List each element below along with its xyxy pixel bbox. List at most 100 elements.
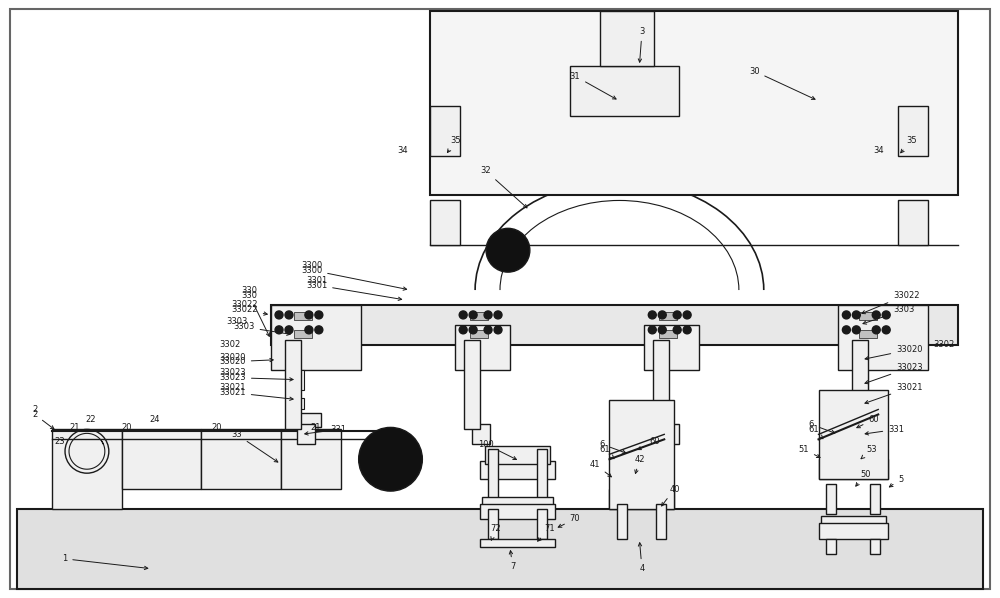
- Bar: [297, 398, 304, 410]
- Bar: [201, 429, 281, 489]
- Circle shape: [484, 326, 492, 334]
- Bar: [819, 523, 888, 539]
- Circle shape: [648, 326, 656, 334]
- Bar: [861, 425, 879, 444]
- Text: 34: 34: [397, 146, 408, 155]
- Text: 30: 30: [749, 66, 815, 99]
- Circle shape: [469, 311, 477, 319]
- Circle shape: [882, 311, 890, 319]
- Bar: [609, 399, 674, 509]
- Bar: [838, 305, 928, 370]
- Bar: [653, 340, 669, 429]
- Text: 330: 330: [241, 291, 269, 336]
- Text: 35: 35: [447, 136, 461, 152]
- Bar: [485, 446, 550, 464]
- Circle shape: [484, 311, 492, 319]
- Text: 53: 53: [861, 445, 877, 459]
- Text: 33021: 33021: [219, 383, 246, 392]
- Bar: [656, 504, 666, 539]
- Text: 3303: 3303: [226, 318, 248, 327]
- Bar: [455, 325, 510, 370]
- Bar: [661, 370, 668, 389]
- Circle shape: [872, 311, 880, 319]
- Circle shape: [673, 311, 681, 319]
- Bar: [430, 200, 460, 245]
- Circle shape: [305, 311, 313, 319]
- Bar: [644, 325, 699, 370]
- Circle shape: [315, 311, 323, 319]
- Circle shape: [882, 326, 890, 334]
- Text: 60: 60: [857, 415, 879, 428]
- Bar: [480, 504, 555, 519]
- Bar: [861, 370, 868, 389]
- Circle shape: [852, 326, 860, 334]
- Text: 331: 331: [305, 425, 347, 435]
- Circle shape: [494, 326, 502, 334]
- Text: 31: 31: [570, 72, 616, 99]
- Text: 2: 2: [32, 405, 37, 414]
- Text: 33022: 33022: [231, 306, 267, 315]
- Text: 72: 72: [490, 524, 501, 540]
- Bar: [821, 516, 886, 526]
- Circle shape: [459, 311, 467, 319]
- Bar: [472, 370, 479, 389]
- Bar: [480, 461, 555, 479]
- Bar: [470, 312, 488, 320]
- Circle shape: [673, 326, 681, 334]
- Bar: [859, 330, 877, 338]
- Circle shape: [494, 311, 502, 319]
- Text: 3302: 3302: [933, 340, 954, 349]
- Bar: [870, 484, 880, 514]
- Circle shape: [459, 326, 467, 334]
- Bar: [570, 66, 679, 116]
- Bar: [659, 330, 677, 338]
- Text: 33020: 33020: [865, 345, 923, 360]
- Circle shape: [315, 326, 323, 334]
- Text: 331: 331: [865, 425, 904, 435]
- Text: 61: 61: [809, 425, 823, 439]
- Bar: [122, 429, 201, 489]
- Circle shape: [852, 311, 860, 319]
- Bar: [488, 449, 498, 499]
- Circle shape: [842, 326, 850, 334]
- Text: 2: 2: [32, 410, 54, 429]
- Text: 33023: 33023: [219, 368, 246, 377]
- Circle shape: [842, 311, 850, 319]
- Bar: [537, 509, 547, 539]
- Bar: [537, 449, 547, 499]
- Text: 34: 34: [873, 146, 884, 155]
- Text: 70: 70: [558, 514, 580, 527]
- Text: 33020: 33020: [219, 357, 273, 366]
- Text: 3301: 3301: [306, 276, 327, 285]
- Text: 33022: 33022: [862, 291, 920, 314]
- Text: 21: 21: [311, 423, 321, 432]
- Text: 100: 100: [478, 440, 516, 459]
- Bar: [480, 539, 555, 547]
- Text: 33021: 33021: [219, 388, 293, 401]
- Bar: [861, 398, 868, 410]
- Bar: [430, 11, 958, 196]
- Text: 71: 71: [538, 524, 555, 541]
- Text: 7: 7: [509, 551, 515, 571]
- Text: 41: 41: [590, 460, 611, 477]
- Text: 33021: 33021: [865, 383, 923, 404]
- Bar: [285, 340, 301, 429]
- Text: 23: 23: [54, 437, 65, 446]
- Text: 33022: 33022: [231, 300, 258, 310]
- Text: 3301: 3301: [306, 280, 402, 300]
- Bar: [482, 497, 553, 507]
- Text: 21: 21: [69, 423, 80, 432]
- Bar: [600, 11, 654, 66]
- Text: 42: 42: [634, 454, 645, 474]
- Text: 3: 3: [638, 27, 645, 62]
- Bar: [52, 429, 122, 509]
- Bar: [294, 330, 312, 338]
- Text: 50: 50: [856, 469, 871, 486]
- Text: 40: 40: [662, 484, 680, 506]
- Bar: [826, 539, 836, 554]
- Bar: [661, 425, 679, 444]
- Circle shape: [648, 311, 656, 319]
- Text: 35: 35: [901, 136, 917, 152]
- Text: 330: 330: [241, 285, 257, 295]
- Bar: [659, 312, 677, 320]
